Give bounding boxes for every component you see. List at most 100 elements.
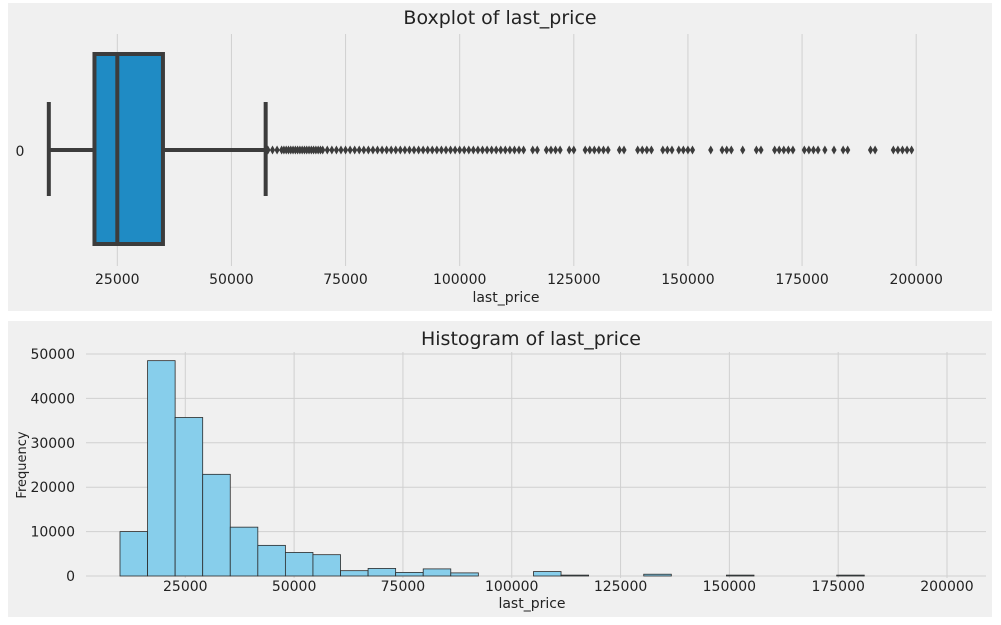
histogram-title: Histogram of last_price [421,328,641,350]
boxplot-x-axis-label: last_price [472,290,539,306]
boxplot-outlier-point [429,145,435,155]
boxplot-outlier-point [384,145,390,155]
boxplot-outlier-point [438,145,445,155]
boxplot-outlier-point [753,145,759,155]
histogram-bar [726,574,755,577]
histogram-bar [533,571,562,577]
boxplot-outlier-point [899,145,906,155]
boxplot-outlier-point [890,145,896,155]
boxplot-outlier-point [635,145,641,155]
histogram-y-tick-label: 50000 [30,347,75,363]
histogram-x-axis-label: last_price [498,596,565,612]
boxplot-outlier-point [571,145,577,155]
boxplot-outlier-point [616,145,623,155]
boxplot-outlier-point [758,145,764,155]
histogram-x-tick-label: 150000 [703,579,756,595]
boxplot-outlier-point [338,145,344,155]
boxplot-outlier-point [815,145,821,155]
boxplot-outlier-point [596,145,602,155]
boxplot-outlier-point [397,145,403,155]
histogram-bar [119,531,148,577]
boxplot-outlier-point [374,145,381,155]
boxplot-outlier-point [557,145,563,155]
boxplot-outlier-point [484,145,490,155]
boxplot-outlier-point [831,145,837,155]
boxplot-outlier-point [370,145,376,155]
boxplot-box [92,52,165,246]
histogram-y-axis-label: Frequency [15,431,30,498]
boxplot-x-tick-label: 75000 [323,272,368,288]
boxplot-outlier-point [411,145,417,155]
boxplot-outlier-point [806,145,812,155]
boxplot-x-tick-label: 150000 [661,272,714,288]
boxplot-outlier-point [781,145,787,155]
boxplot-outlier-point [676,145,682,155]
histogram-bar [284,552,314,577]
boxplot-outlier-point [552,145,559,155]
boxplot-outlier-point [452,145,458,155]
boxplot-x-tick-label: 175000 [775,272,828,288]
histogram-x-tick-label: 100000 [485,579,538,595]
boxplot-outlier-point [660,145,666,155]
boxplot-outlier-point [621,145,627,155]
histogram-x-tick-label: 25000 [163,579,208,595]
boxplot-outlier-point [582,145,588,155]
boxplot-outlier-point [434,145,440,155]
boxplot-x-tick-label: 125000 [547,272,600,288]
boxplot-outlier-point [840,145,846,155]
histogram-bar [174,417,204,577]
histogram-y-tick-label: 40000 [30,391,75,407]
histogram-x-tick-label: 75000 [381,579,426,595]
boxplot-outlier-point [605,145,611,155]
boxplot-x-tick-label: 25000 [95,272,140,288]
boxplot-outlier-point [388,145,394,155]
histogram-bar [450,572,479,577]
boxplot-outlier-point [724,145,730,155]
boxplot-outlier-point [333,145,340,155]
boxplot-outlier-point [566,145,572,155]
boxplot-category-label: 0 [16,144,25,160]
boxplot-outlier-point [265,145,271,155]
boxplot-outlier-point [425,145,431,155]
histogram-bar [229,526,259,577]
histogram-bar [643,573,672,577]
histogram-bar [395,572,424,577]
boxplot-outlier-point [728,145,734,155]
boxplot-outlier-point [644,145,650,155]
boxplot-outlier-point [457,145,463,155]
boxplot-outlier-point [587,145,593,155]
boxplot-outlier-point [680,145,686,155]
histogram-x-tick-label: 200000 [920,579,973,595]
histogram-bar [202,473,231,577]
boxplot-outlier-point [785,145,791,155]
boxplot-outlier-point [511,145,518,155]
boxplot-outlier-point [379,145,385,155]
boxplot-outlier-point [347,145,353,155]
histogram-bar [367,568,397,577]
boxplot-outlier-point [356,145,362,155]
histogram-bar [560,574,590,577]
boxplot-outlier-point [719,145,725,155]
boxplot-outlier-point [502,145,508,155]
boxplot-outlier-point [489,145,495,155]
histogram-y-tick-label: 10000 [30,525,75,541]
boxplot-outlier-point [479,145,486,155]
boxplot-outlier-point [543,145,550,155]
boxplot-outlier-point [352,145,358,155]
boxplot-outlier-point [420,145,426,155]
boxplot-outlier-point [872,145,878,155]
boxplot-outlier-point [507,145,513,155]
boxplot-outlier-point [772,145,778,155]
boxplot-outlier-point [801,145,807,155]
boxplot-outlier-point [708,145,714,155]
boxplot-outlier-point [740,145,746,155]
histogram-y-tick-label: 0 [66,569,75,585]
boxplot-outlier-point [269,145,276,155]
boxplot-x-tick-label: 100000 [433,272,486,288]
boxplot-outlier-point [790,145,796,155]
boxplot-outlier-point [548,145,554,155]
boxplot-outlier-point [443,145,449,155]
histogram-y-tick-label: 20000 [30,480,75,496]
